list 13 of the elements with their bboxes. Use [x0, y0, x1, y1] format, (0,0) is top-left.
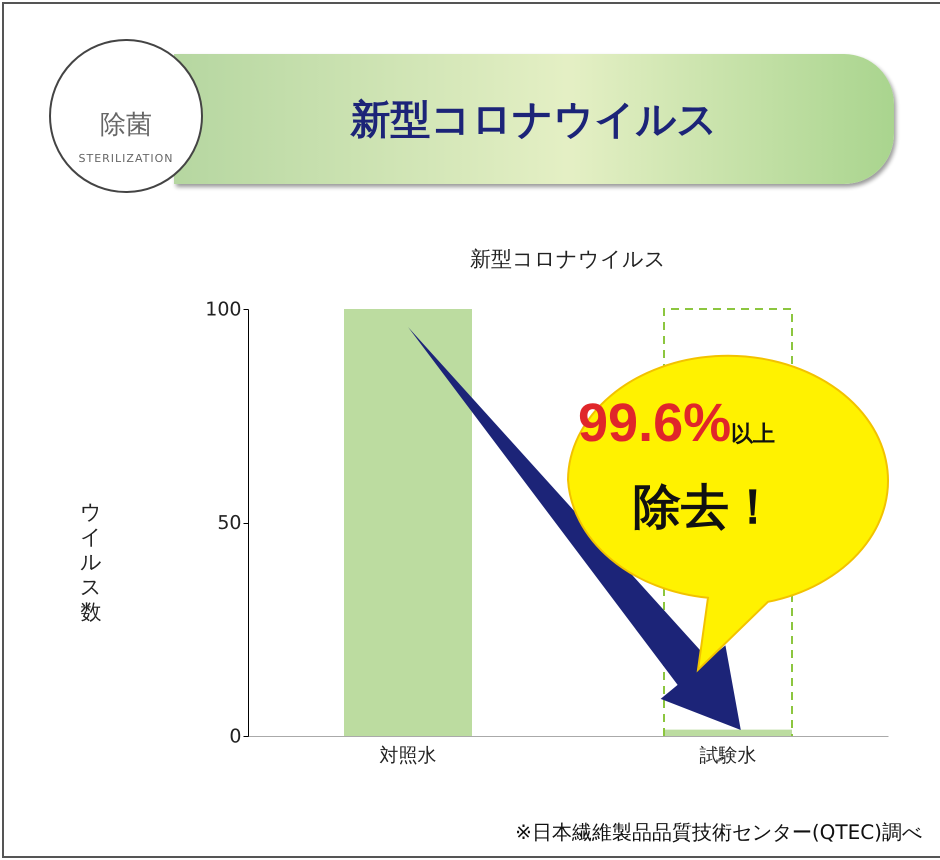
y-axis-title: ウイルス数 [80, 500, 102, 624]
annotation: 除去！ [633, 478, 777, 537]
text: STERILIZATION [78, 152, 174, 165]
x-tick-label: 試験水 [700, 744, 756, 766]
x-tick-label: 対照水 [380, 744, 436, 766]
chart-subtitle: 新型コロナウイルス [470, 247, 666, 271]
text: ※日本繊維製品品質技術センター(QTEC)調べ [515, 819, 922, 846]
text: 除菌 [100, 109, 152, 142]
annotation: 99.6%以上 [578, 392, 776, 454]
y-tick-label: 0 [229, 726, 242, 748]
y-tick-label: 50 [217, 512, 242, 534]
y-tick-label: 100 [205, 298, 242, 320]
chart-title: 新型コロナウイルス [174, 54, 894, 184]
